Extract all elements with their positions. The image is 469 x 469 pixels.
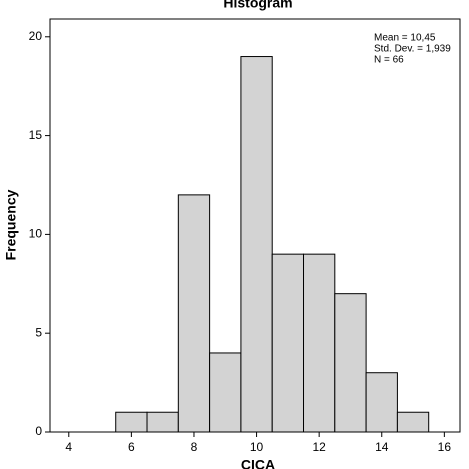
x-tick-label: 10 bbox=[250, 440, 264, 454]
y-tick-label: 10 bbox=[29, 227, 43, 241]
stat-annotation: Mean = 10,45 bbox=[374, 33, 436, 44]
chart-title: Histogram bbox=[223, 0, 292, 11]
bar bbox=[303, 253, 336, 433]
y-tick-label: 15 bbox=[29, 128, 43, 142]
stat-annotation: Std. Dev. = 1,939 bbox=[374, 44, 451, 55]
x-axis-title: CICA bbox=[241, 457, 275, 469]
x-tick-label: 16 bbox=[438, 440, 452, 454]
x-tick-label: 8 bbox=[191, 440, 198, 454]
x-tick-label: 14 bbox=[375, 440, 389, 454]
y-tick-label: 0 bbox=[35, 424, 42, 438]
bar bbox=[177, 194, 211, 433]
x-tick-label: 12 bbox=[312, 440, 326, 454]
bar bbox=[271, 253, 305, 433]
y-tick-label: 20 bbox=[29, 29, 43, 43]
bar bbox=[115, 411, 148, 433]
bar bbox=[334, 293, 367, 433]
y-tick-label: 5 bbox=[35, 325, 42, 339]
x-tick-label: 4 bbox=[65, 440, 72, 454]
bar bbox=[146, 411, 179, 433]
bar bbox=[396, 411, 430, 433]
bar bbox=[240, 56, 273, 433]
y-axis-title: Frequency bbox=[3, 189, 19, 260]
bar bbox=[209, 352, 242, 433]
stat-annotation: N = 66 bbox=[374, 55, 404, 66]
bar bbox=[365, 372, 398, 433]
x-tick-label: 6 bbox=[128, 440, 135, 454]
